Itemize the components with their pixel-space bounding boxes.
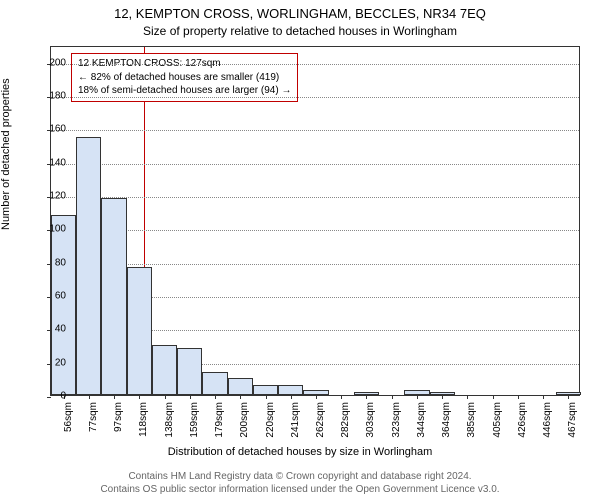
y-tick-label: 140 (49, 157, 66, 168)
histogram-bar (101, 198, 126, 395)
annotation-box: 12 KEMPTON CROSS: 127sqm ← 82% of detach… (71, 53, 298, 102)
x-tick-label: 200sqm (239, 402, 250, 442)
annot-line3: 18% of semi-detached houses are larger (… (78, 84, 291, 98)
histogram-bar (202, 372, 227, 395)
x-tick-label: 385sqm (466, 402, 477, 442)
x-tick-label: 179sqm (214, 402, 225, 442)
x-tick-label: 405sqm (492, 402, 503, 442)
y-tick-label: 20 (55, 357, 66, 368)
y-axis-label: Number of detached properties (0, 78, 12, 230)
y-tick-label: 120 (49, 191, 66, 202)
histogram-bar (177, 348, 202, 395)
histogram-bar (253, 385, 278, 395)
attribution-line1: Contains HM Land Registry data © Crown c… (0, 470, 600, 483)
x-tick-label: 118sqm (138, 402, 149, 442)
x-tick-label: 241sqm (290, 402, 301, 442)
x-tick-label: 220sqm (265, 402, 276, 442)
x-axis-label: Distribution of detached houses by size … (0, 446, 600, 458)
plot-area: 12 KEMPTON CROSS: 127sqm ← 82% of detach… (50, 46, 580, 396)
gridline (51, 230, 579, 231)
x-tick-label: 56sqm (63, 402, 74, 442)
y-tick-label: 60 (55, 291, 66, 302)
x-tick-label: 262sqm (315, 402, 326, 442)
chart-title-subtitle: Size of property relative to detached ho… (0, 24, 600, 38)
y-tick-label: 80 (55, 257, 66, 268)
x-tick-label: 159sqm (189, 402, 200, 442)
x-tick-label: 364sqm (441, 402, 452, 442)
gridline (51, 130, 579, 131)
attribution-text: Contains HM Land Registry data © Crown c… (0, 470, 600, 496)
chart-title-address: 12, KEMPTON CROSS, WORLINGHAM, BECCLES, … (0, 6, 600, 21)
x-tick-label: 138sqm (164, 402, 175, 442)
y-tick-label: 100 (49, 224, 66, 235)
annot-line2: ← 82% of detached houses are smaller (41… (78, 71, 291, 85)
x-tick-label: 77sqm (88, 402, 99, 442)
attribution-line2: Contains OS public sector information li… (0, 483, 600, 496)
y-tick-label: 160 (49, 124, 66, 135)
histogram-bar (76, 137, 101, 395)
histogram-bar (278, 385, 303, 395)
x-tick-label: 426sqm (517, 402, 528, 442)
y-tick-label: 200 (49, 57, 66, 68)
gridline (51, 164, 579, 165)
gridline (51, 264, 579, 265)
x-tick-label: 344sqm (416, 402, 427, 442)
gridline (51, 197, 579, 198)
x-tick-label: 323sqm (391, 402, 402, 442)
histogram-bar (228, 378, 253, 395)
histogram-bar (152, 345, 177, 395)
gridline (51, 97, 579, 98)
y-tick-label: 40 (55, 324, 66, 335)
x-tick-label: 282sqm (340, 402, 351, 442)
y-tick-label: 0 (60, 391, 66, 402)
x-tick-label: 303sqm (365, 402, 376, 442)
histogram-bar (127, 267, 152, 395)
gridline (51, 64, 579, 65)
y-tick-label: 180 (49, 91, 66, 102)
x-tick-label: 97sqm (113, 402, 124, 442)
chart-container: 12, KEMPTON CROSS, WORLINGHAM, BECCLES, … (0, 0, 600, 500)
x-tick-label: 467sqm (567, 402, 578, 442)
x-tick-label: 446sqm (542, 402, 553, 442)
